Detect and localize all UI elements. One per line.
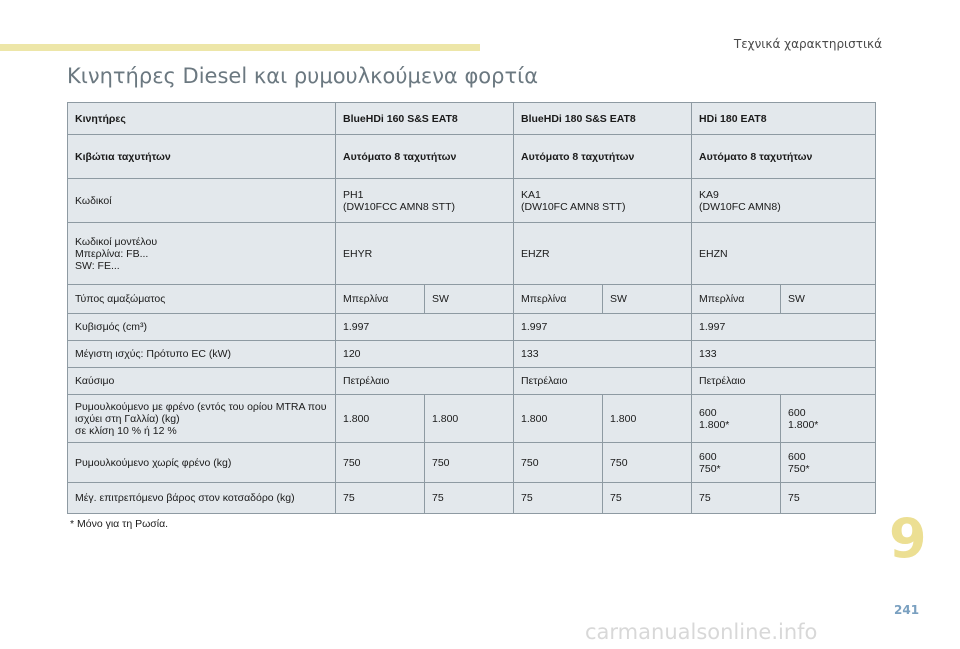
cell-line: 600 [699,406,717,419]
row-label: Μέγιστη ισχύς: Πρότυπο EC (kW) [67,340,336,368]
cell-line: 1.800* [788,418,819,431]
table-cell: 600 750* [780,442,877,483]
page-title: Κινητήρες Diesel και ρυμουλκούμενα φορτί… [67,64,539,88]
cell-line: 600 [788,406,806,419]
table-cell: Μπερλίνα [691,284,782,314]
watermark: carmanualsonline.info [585,620,818,644]
table-cell: 1.997 [513,313,693,341]
table-cell: 75 [513,482,604,514]
table-row: Μέγιστη ισχύς: Πρότυπο EC (kW) 120 133 1… [67,340,877,368]
cell-line: KA1 [521,188,541,201]
engine-spec-table: Κινητήρες BlueHDi 160 S&S EAT8 BlueHDi 1… [67,102,877,514]
chapter-accent-bar [0,44,480,51]
table-cell: SW [602,284,693,314]
table-cell: KA1 (DW10FC AMN8 STT) [513,178,693,223]
table-cell: 133 [691,340,877,368]
cell-line: 600 [788,450,806,463]
table-row: Κινητήρες BlueHDi 160 S&S EAT8 BlueHDi 1… [67,102,877,135]
table-cell: Μπερλίνα [513,284,604,314]
table-cell: 75 [335,482,425,514]
table-cell: 750 [423,442,515,483]
cell-line: 750* [699,462,721,475]
table-cell: 75 [691,482,782,514]
table-row: Κυβισμός (cm³) 1.997 1.997 1.997 [67,313,877,341]
table-cell: 1.800 [602,394,693,443]
row-label: Κιβώτια ταχυτήτων [67,134,336,179]
table-cell: SW [780,284,877,314]
row-label: Κινητήρες [67,102,336,135]
label-line: σε κλίση 10 % ή 12 % [75,424,177,437]
table-cell: 133 [513,340,693,368]
table-row: Κωδικοί μοντέλου Μπερλίνα: FB... SW: FE.… [67,222,877,285]
table-cell: BlueHDi 180 S&S EAT8 [513,102,693,135]
label-line: Ρυμουλκούμενο με φρένο (εντός του ορίου … [75,400,327,413]
table-cell: PH1 (DW10FCC AMN8 STT) [334,178,515,223]
cell-line: KA9 [699,188,719,201]
label-line: ισχύει στη Γαλλία) (kg) [75,412,180,425]
label-line: Μπερλίνα: FB... [75,247,149,260]
table-cell: 1.997 [334,313,515,341]
row-label: Ρυμουλκούμενο με φρένο (εντός του ορίου … [67,394,336,443]
table-cell: 75 [780,482,877,514]
table-cell: EHZN [691,222,877,285]
table-cell: 75 [602,482,693,514]
row-label: Κωδικοί [67,178,336,223]
table-cell: 1.997 [691,313,877,341]
label-line: SW: FE... [75,259,120,272]
table-cell: SW [423,284,515,314]
table-row: Κιβώτια ταχυτήτων Αυτόματο 8 ταχυτήτων Α… [67,134,877,179]
table-cell: Πετρέλαιο [513,367,693,395]
table-cell: EHYR [334,222,515,285]
cell-line: PH1 [343,188,364,201]
table-cell: 600 1.800* [780,394,877,443]
table-cell: Αυτόματο 8 ταχυτήτων [334,134,515,179]
table-cell: 75 [423,482,515,514]
table-cell: HDi 180 EAT8 [691,102,877,135]
table-row: Καύσιμο Πετρέλαιο Πετρέλαιο Πετρέλαιο [67,367,877,395]
table-row: Κωδικοί PH1 (DW10FCC AMN8 STT) KA1 (DW10… [67,178,877,223]
row-label: Τύπος αμαξώματος [67,284,336,314]
row-label: Κυβισμός (cm³) [67,313,336,341]
table-cell: 120 [334,340,515,368]
table-row: Ρυμουλκούμενο χωρίς φρένο (kg) 750 750 7… [67,442,877,483]
cell-line: (DW10FC AMN8 STT) [521,200,626,213]
table-cell: Πετρέλαιο [334,367,515,395]
cell-line: 600 [699,450,717,463]
chapter-number: 9 [889,507,927,570]
table-cell: KA9 (DW10FC AMN8) [691,178,877,223]
row-label: Καύσιμο [67,367,336,395]
table-cell: 1.800 [513,394,604,443]
table-row: Ρυμουλκούμενο με φρένο (εντός του ορίου … [67,394,877,443]
chapter-title: Τεχνικά χαρακτηριστικά [733,37,882,51]
table-cell: 600 1.800* [691,394,782,443]
table-cell: Μπερλίνα [335,284,425,314]
cell-line: (DW10FC AMN8) [699,200,781,213]
footnote: * Μόνο για τη Ρωσία. [70,518,169,530]
table-cell: 750 [602,442,693,483]
cell-line: 750* [788,462,810,475]
table-row: Μέγ. επιτρεπόμενο βάρος στον κοτσαδόρο (… [67,482,877,514]
table-cell: Πετρέλαιο [691,367,877,395]
table-cell: 750 [513,442,604,483]
page-number: 241 [894,603,920,617]
table-cell: Αυτόματο 8 ταχυτήτων [513,134,693,179]
cell-line: (DW10FCC AMN8 STT) [343,200,456,213]
table-cell: BlueHDi 160 S&S EAT8 [334,102,515,135]
row-label: Μέγ. επιτρεπόμενο βάρος στον κοτσαδόρο (… [67,482,336,514]
row-label: Ρυμουλκούμενο χωρίς φρένο (kg) [67,442,336,483]
label-line: Κωδικοί μοντέλου [75,235,158,248]
table-cell: 1.800 [335,394,425,443]
table-cell: 1.800 [423,394,515,443]
table-cell: EHZR [513,222,693,285]
row-label: Κωδικοί μοντέλου Μπερλίνα: FB... SW: FE.… [67,222,336,285]
table-cell: Αυτόματο 8 ταχυτήτων [691,134,877,179]
table-cell: 750 [335,442,425,483]
table-row: Τύπος αμαξώματος Μπερλίνα SW Μπερλίνα SW… [67,284,877,314]
table-cell: 600 750* [691,442,782,483]
cell-line: 1.800* [699,418,730,431]
